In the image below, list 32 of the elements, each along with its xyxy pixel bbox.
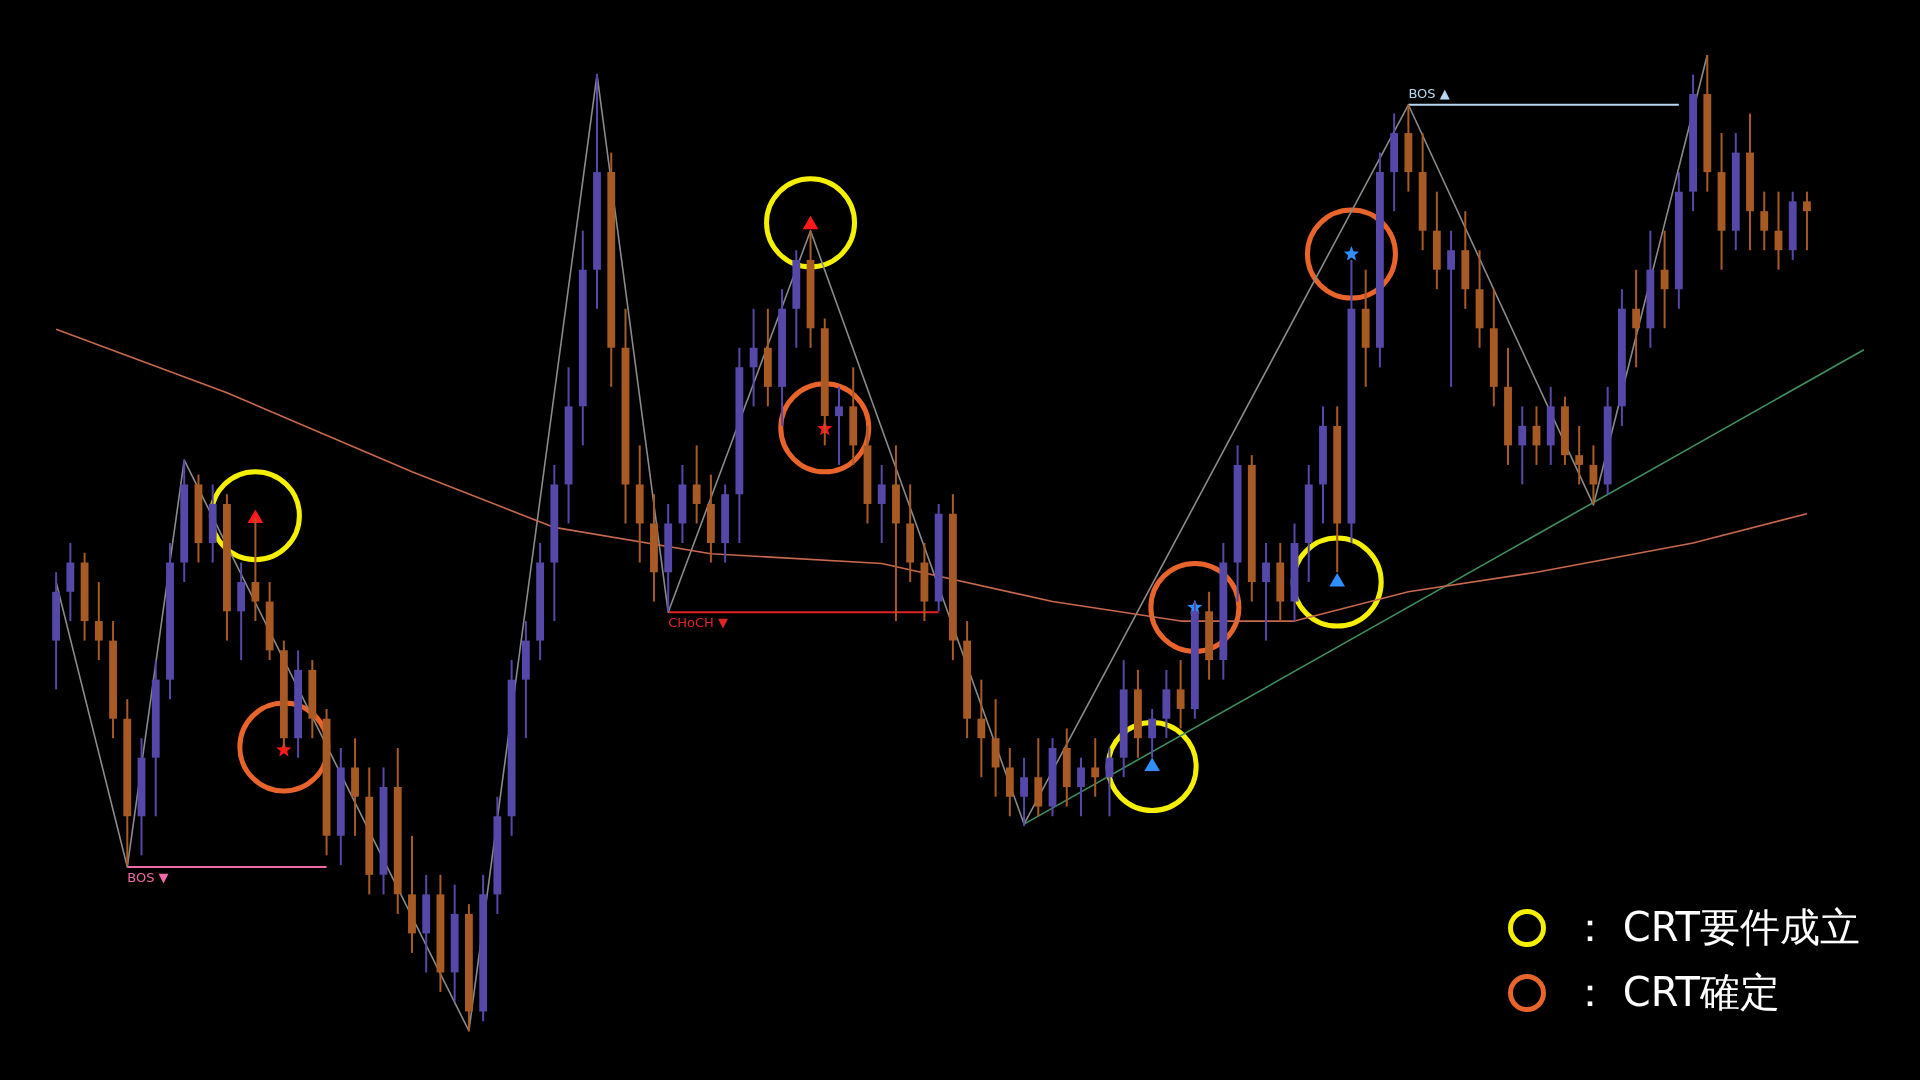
candlestick <box>1091 737 1100 798</box>
candlestick <box>1803 190 1811 252</box>
candlestick <box>1020 756 1028 828</box>
candlestick <box>1760 190 1769 252</box>
point <box>803 216 818 230</box>
candlestick <box>835 385 843 466</box>
series-label: BOS ▼ <box>127 869 169 885</box>
point <box>1343 246 1360 261</box>
candlestick <box>977 678 986 779</box>
point <box>764 176 858 270</box>
candlestick <box>1148 707 1157 759</box>
point <box>1304 207 1398 301</box>
candlestick <box>1660 229 1669 330</box>
candlestick <box>749 307 758 408</box>
candlestick <box>1176 659 1185 730</box>
candlestick <box>1518 405 1527 486</box>
legend-label: ： CRT要件成立 <box>1570 903 1860 952</box>
candlestick <box>1632 268 1641 369</box>
candlestick <box>251 517 260 623</box>
point <box>248 510 263 524</box>
series-label: BOS ▲ <box>1408 85 1450 101</box>
candlestick <box>1262 542 1270 642</box>
candlestick <box>1447 229 1455 388</box>
candlestick <box>94 581 103 662</box>
point <box>1330 574 1345 587</box>
series-label: CHoCH ▼ <box>668 615 728 631</box>
candlestick <box>692 444 701 525</box>
candlestick <box>1575 424 1584 486</box>
point <box>1145 758 1160 771</box>
legend-label: ： CRT確定 <box>1570 968 1780 1017</box>
candlestick <box>877 463 886 544</box>
candlestick <box>1077 756 1085 818</box>
